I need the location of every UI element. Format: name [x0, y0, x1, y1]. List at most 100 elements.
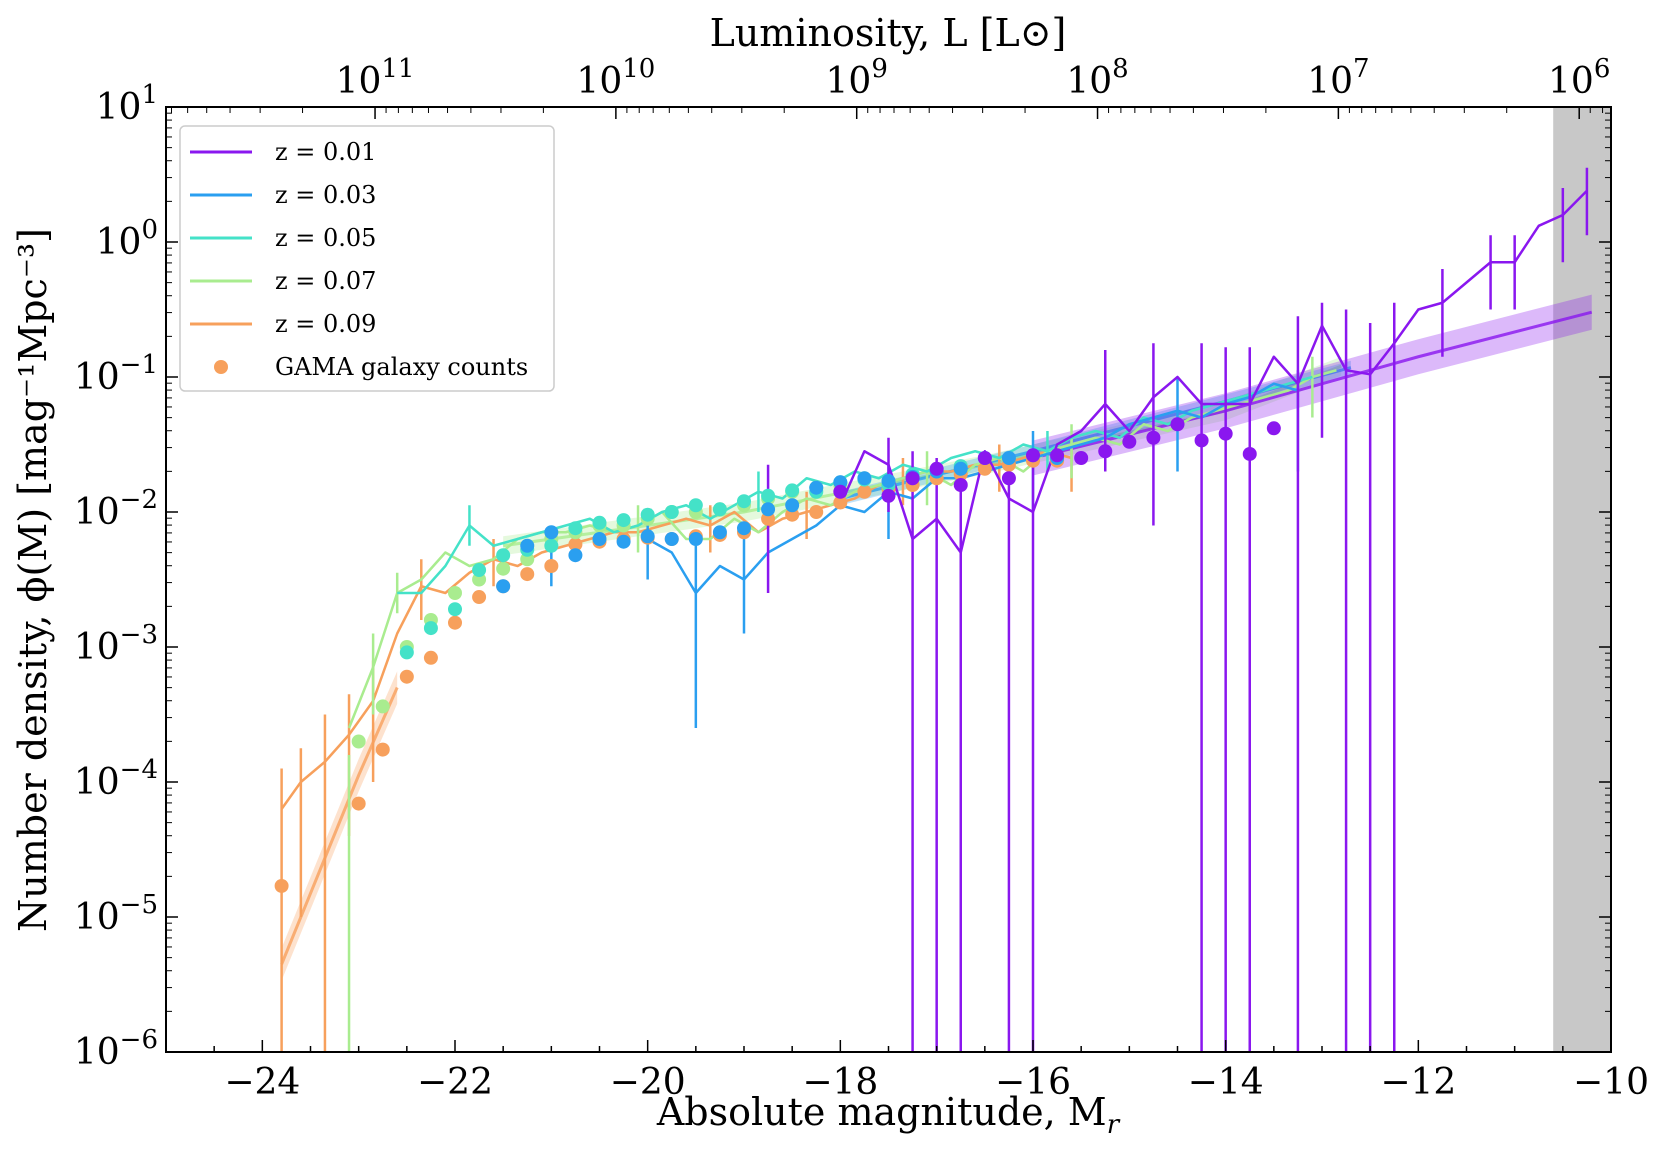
- gama-point-z001-6: [1001, 471, 1016, 486]
- legend-label: z = 0.05: [275, 224, 376, 252]
- gama-point-z001-0: [833, 484, 848, 499]
- gama-point-z005-15: [761, 488, 776, 503]
- gama-point-z005-9: [616, 513, 631, 528]
- plot-clip-group: [274, 107, 1611, 1052]
- legend-label: z = 0.01: [275, 138, 376, 166]
- gama-point-z001-4: [953, 478, 968, 492]
- x-tick-label: −20: [610, 1062, 686, 1103]
- x-tick-label: −10: [1573, 1062, 1649, 1103]
- gama-point-z005-10: [640, 507, 655, 522]
- gama-point-z009-1: [351, 796, 366, 811]
- y-tick-label: 10−2: [74, 485, 158, 533]
- tick-labels: −24 −22 −20 −18 −16 −14 −12 −10 10−6 10−5 10−4 10−3…: [74, 54, 1649, 1103]
- gama-point-z003-21: [1001, 451, 1016, 465]
- shaded-region: [1553, 107, 1611, 1052]
- x-tick-label: −16: [995, 1062, 1071, 1103]
- plot-content: [274, 107, 1611, 1052]
- gama-point-z001-16: [1242, 446, 1257, 461]
- legend-label: z = 0.03: [275, 181, 376, 209]
- top-tick-label: 108: [1066, 54, 1128, 102]
- y-tick-label: 10−6: [74, 1025, 158, 1073]
- gama-point-z001-11: [1122, 434, 1137, 449]
- gama-point-z009-0: [274, 878, 289, 893]
- y-axis-title: Number density, ϕ(M) [mag⁻¹Mpc⁻³]: [11, 228, 55, 932]
- gama-point-z003-8: [688, 532, 703, 546]
- gama-point-z009-3: [399, 669, 414, 684]
- gama-point-z005-11: [664, 505, 679, 519]
- top-tick-label: 107: [1307, 54, 1369, 102]
- gama-point-z005-8: [592, 515, 607, 530]
- gama-point-z003-10: [737, 521, 751, 536]
- x-tick-label: −22: [417, 1062, 493, 1103]
- gama-point-z005-1: [423, 621, 438, 636]
- top-tick-label: 106: [1548, 54, 1610, 102]
- gama-point-z001-2: [905, 471, 920, 486]
- gama-point-z005-14: [737, 494, 751, 509]
- gama-point-z009-9: [544, 559, 559, 573]
- gama-point-z009-5: [448, 615, 462, 630]
- gama-point-z009-21: [833, 495, 848, 510]
- gama-point-z003-4: [592, 532, 607, 546]
- y-tick-label: 10−4: [74, 755, 158, 803]
- gama-point-z003-5: [616, 534, 631, 549]
- gama-point-z005-16: [785, 483, 800, 498]
- gama-point-z009-10: [568, 537, 583, 552]
- gama-point-z001-12: [1146, 430, 1161, 445]
- y-tick-label: 100: [96, 215, 158, 263]
- gama-point-z003-19: [953, 461, 968, 476]
- y-tick-label: 10−3: [74, 620, 158, 668]
- gama-point-z001-8: [1050, 448, 1065, 463]
- gama-point-z003-6: [640, 529, 655, 544]
- gama-point-z009-20: [809, 505, 824, 519]
- legend: z = 0.01 z = 0.03 z = 0.05 z = 0.07 z = 0.09…: [179, 125, 555, 392]
- gama-point-z003-12: [785, 498, 800, 513]
- gama-point-z009-6: [472, 590, 487, 605]
- gama-point-z003-11: [761, 502, 776, 517]
- gama-point-z003-3: [568, 548, 583, 563]
- series-line-z001: [839, 189, 1588, 554]
- gama-point-z003-9: [712, 525, 727, 540]
- gama-point-z001-5: [977, 451, 992, 465]
- gama-point-z005-7: [568, 521, 583, 536]
- gama-point-z009-4: [423, 650, 438, 665]
- x-tick-label: −12: [1380, 1062, 1456, 1103]
- gama-point-z007-0: [351, 734, 366, 749]
- gama-point-z003-1: [520, 538, 535, 553]
- gama-point-z009-27: [977, 461, 992, 476]
- gama-point-z005-4: [496, 548, 511, 563]
- top-tick-label: 1010: [576, 54, 655, 102]
- gama-point-z005-12: [688, 498, 703, 513]
- gama-point-z005-0: [399, 645, 414, 660]
- gama-point-z001-10: [1098, 444, 1113, 459]
- gama-point-z001-1: [881, 488, 896, 503]
- gama-point-z005-6: [544, 538, 559, 553]
- gama-point-z007-4: [448, 586, 462, 600]
- gama-point-z003-16: [881, 473, 896, 488]
- gama-point-z003-0: [496, 579, 511, 594]
- top-tick-label: 109: [826, 54, 888, 102]
- gama-point-z001-14: [1194, 433, 1209, 448]
- x-tick-label: −24: [224, 1062, 300, 1103]
- legend-box: [179, 125, 555, 392]
- gama-point-z005-13: [712, 502, 727, 517]
- series-line-z003: [647, 382, 1299, 595]
- y-tick-label: 10−1: [74, 350, 158, 398]
- x-tick-label: −18: [802, 1062, 878, 1103]
- top-axis-title: Luminosity, L [L⊙]: [710, 11, 1067, 55]
- gama-point-z009-22: [857, 484, 872, 499]
- gama-point-z001-15: [1218, 426, 1233, 441]
- x-axis-title: Absolute magnitude, Mr: [656, 1090, 1121, 1140]
- gama-point-z001-9: [1074, 451, 1089, 465]
- legend-swatch-marker: [214, 360, 228, 374]
- series-line-z009: [280, 450, 1072, 810]
- gama-point-z001-3: [929, 461, 944, 476]
- gama-point-z005-2: [448, 602, 462, 617]
- fit-band-2: [840, 360, 1351, 506]
- x-tick-label: −14: [1188, 1062, 1264, 1103]
- gama-point-z003-13: [809, 480, 824, 495]
- gama-point-z005-3: [472, 563, 487, 578]
- gama-point-z003-15: [857, 471, 872, 486]
- gama-point-z007-1: [375, 699, 390, 714]
- legend-label: z = 0.07: [275, 267, 376, 295]
